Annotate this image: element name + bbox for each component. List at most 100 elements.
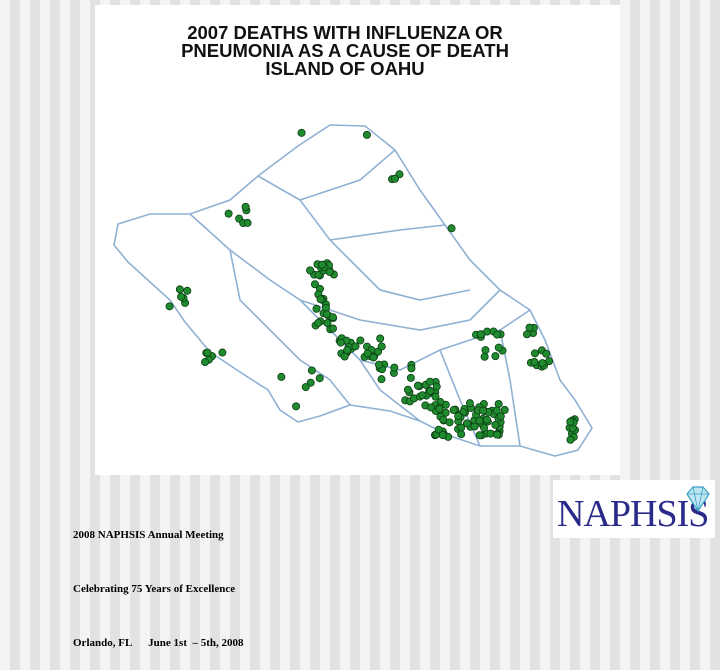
footer-line: 2008 NAPHSIS Annual Meeting [73,529,224,541]
island-boundaries [113,124,593,457]
death-dot [306,378,315,387]
death-dot [374,360,383,369]
title-line: 2007 DEATHS WITH INFLUENZA OR [187,22,503,43]
death-dot [306,266,315,275]
footer-line: Orlando, FL June 1st – 5th, 2008 [73,637,244,649]
death-dot [318,260,327,269]
death-dot [336,338,345,347]
death-dot [406,373,415,382]
death-dot [434,425,443,434]
death-dot [312,304,321,313]
death-dot [447,224,456,233]
death-dot [482,415,491,424]
death-dot [403,385,412,394]
death-dot [183,286,192,295]
death-dot [476,330,485,339]
death-dot [462,419,471,428]
title-line: PNEUMONIA AS A CAUSE OF DEATH [181,40,509,61]
death-dot [531,349,540,358]
death-dot [343,346,352,355]
death-dot [500,405,509,414]
death-dot [390,174,399,183]
map [113,124,593,457]
death-dot [175,285,184,294]
death-dot [201,358,210,367]
death-dot [377,375,386,384]
death-dot [449,406,458,415]
title-line: ISLAND OF OAHU [265,58,425,79]
death-dot [542,349,551,358]
death-dot [165,302,174,311]
death-dot [465,399,474,408]
death-dot [292,402,301,411]
death-dot [377,342,386,351]
district-line [189,149,531,447]
map-panel [95,5,620,475]
death-dot [454,412,463,421]
death-dot [376,334,385,343]
slide: 2007 DEATHS WITH INFLUENZA OR PNEUMONIA … [0,0,720,649]
death-dot [566,417,575,426]
death-dot [307,366,316,375]
death-dot [493,330,502,339]
death-dot [480,423,489,432]
death-dot [457,430,466,439]
death-dot [494,399,503,408]
logo-diamond [686,486,710,513]
death-dot [314,318,323,327]
death-dot [432,382,441,391]
death-dot [418,391,427,400]
death-locations [165,128,580,444]
death-dot [438,431,447,440]
death-dot [492,430,501,439]
logo-text: NAPHSIS [557,493,709,535]
death-dot [316,295,325,304]
death-dot [390,363,399,372]
death-dot [407,364,416,373]
island-outline [113,124,593,457]
death-dot [525,323,534,332]
death-dot [328,324,337,333]
footer: 2008 NAPHSIS Annual Meeting Celebrating … [73,490,244,670]
death-dot [224,209,233,218]
death-dot [325,267,334,276]
death-dot [481,346,490,355]
death-dot [310,280,319,289]
death-dot [218,348,227,357]
death-dot [538,359,547,368]
death-dot [413,381,422,390]
death-dot [426,377,435,386]
death-dot [475,431,484,440]
death-dot [203,348,212,357]
death-dot [496,412,505,421]
death-dot [369,353,378,362]
death-dot [491,420,500,429]
death-dot [494,343,503,352]
death-dot [566,435,575,444]
death-dot [491,352,500,361]
death-dot [479,406,488,415]
death-dot [431,392,440,401]
death-dot [426,387,435,396]
death-dot [243,218,252,227]
death-dot [177,292,186,301]
death-dot [356,336,365,345]
death-dot [328,313,337,322]
logo: NAPHSIS [553,480,715,538]
death-dot [522,330,531,339]
death-dot [530,357,539,366]
death-dot [301,383,310,392]
death-dot [363,349,372,358]
death-dot [362,130,371,139]
map-title: 2007 DEATHS WITH INFLUENZA OR PNEUMONIA … [95,22,595,79]
death-dot [241,202,250,211]
death-dot [277,372,286,381]
death-dot [297,128,306,137]
death-dot [435,404,444,413]
death-dot [480,352,489,361]
death-dot [426,403,435,412]
death-dot [315,374,324,383]
death-dot [492,406,501,415]
death-dot [351,342,360,351]
death-dot [445,418,454,427]
